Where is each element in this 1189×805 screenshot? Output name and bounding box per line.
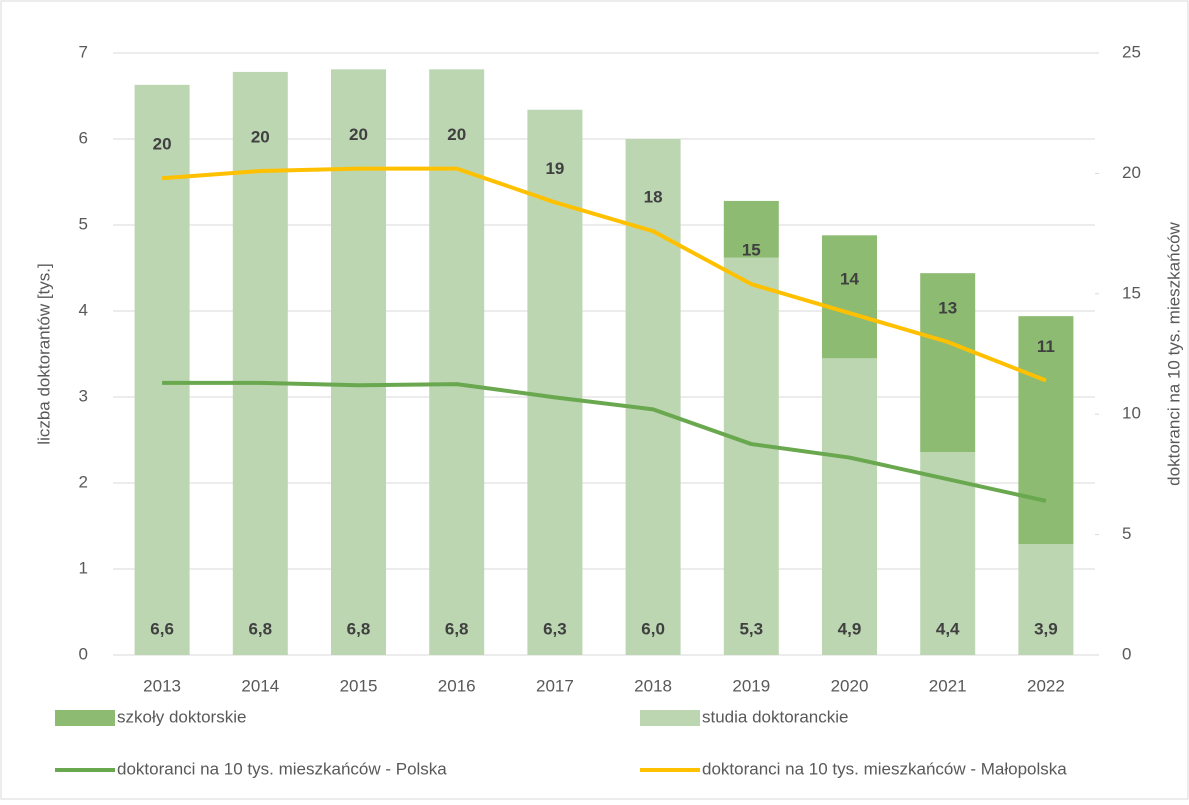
data-label: 18 — [644, 188, 663, 207]
total-label: 6,0 — [641, 619, 665, 638]
data-label: 11 — [1037, 337, 1055, 356]
y2-tick-label: 20 — [1122, 163, 1141, 182]
legend-label: doktoranci na 10 tys. mieszkańców - Mało… — [702, 759, 1067, 778]
bar — [723, 257, 779, 655]
y2-tick-label: 5 — [1122, 524, 1131, 543]
y2-tick-label: 10 — [1122, 404, 1141, 423]
x-tick-label: 2022 — [1027, 676, 1065, 695]
legend-swatch — [640, 710, 700, 726]
data-label: 20 — [349, 125, 368, 144]
x-tick-label: 2020 — [831, 676, 869, 695]
x-tick-label: 2013 — [143, 676, 181, 695]
bar — [920, 273, 976, 453]
total-label: 6,8 — [248, 619, 272, 638]
y-tick-label: 4 — [79, 300, 88, 319]
line — [161, 166, 1047, 383]
total-label: 3,9 — [1034, 619, 1058, 638]
y-tick-label: 2 — [79, 472, 88, 491]
bar — [331, 69, 386, 656]
data-label: 20 — [447, 125, 466, 144]
data-label: 20 — [153, 135, 172, 154]
bar — [232, 71, 288, 656]
x-tick-label: 2016 — [438, 676, 476, 695]
line — [162, 380, 1047, 503]
y2-tick-label: 15 — [1122, 283, 1141, 302]
bar — [625, 139, 681, 655]
x-tick-label: 2017 — [536, 676, 574, 695]
data-label: 20 — [251, 127, 270, 146]
bar — [429, 69, 485, 656]
data-label: 15 — [742, 241, 761, 260]
x-tick-label: 2015 — [340, 676, 378, 695]
y-tick-label: 7 — [79, 42, 88, 61]
total-label: 5,3 — [739, 619, 763, 638]
x-tick-label: 2021 — [929, 676, 967, 695]
y-tick-label: 1 — [79, 558, 88, 577]
total-label: 6,8 — [347, 619, 371, 638]
bar — [1018, 544, 1074, 655]
bar — [822, 235, 877, 359]
legend-label: studia doktoranckie — [702, 707, 848, 726]
bar — [920, 452, 976, 655]
x-tick-label: 2014 — [241, 676, 279, 695]
total-label: 6,8 — [445, 619, 469, 638]
legend-label: szkoły doktorskie — [117, 707, 246, 726]
bar — [527, 109, 583, 655]
y-axis-label: liczba doktorantów [tys.] — [34, 263, 53, 444]
legend-label: doktoranci na 10 tys. mieszkańców - Pols… — [117, 759, 447, 778]
data-label: 14 — [840, 270, 859, 289]
y2-axis-label: doktoranci na 10 tys. mieszkańców — [1164, 221, 1183, 485]
bar — [723, 200, 779, 258]
bar — [134, 84, 190, 655]
y-tick-label: 6 — [79, 128, 88, 147]
y-tick-label: 3 — [79, 386, 88, 405]
total-label: 6,3 — [543, 619, 567, 638]
bar — [822, 358, 877, 655]
y2-tick-label: 25 — [1122, 42, 1141, 61]
y2-tick-label: 0 — [1122, 644, 1131, 663]
legend-swatch — [55, 710, 115, 726]
y-tick-label: 0 — [79, 644, 88, 663]
total-label: 6,6 — [150, 619, 174, 638]
bar — [1018, 316, 1074, 545]
data-label: 19 — [545, 159, 564, 178]
total-label: 4,4 — [936, 619, 960, 638]
data-label: 13 — [938, 298, 957, 317]
x-tick-label: 2018 — [634, 676, 672, 695]
total-label: 4,9 — [838, 619, 862, 638]
x-tick-label: 2019 — [732, 676, 770, 695]
y-tick-label: 5 — [79, 214, 88, 233]
